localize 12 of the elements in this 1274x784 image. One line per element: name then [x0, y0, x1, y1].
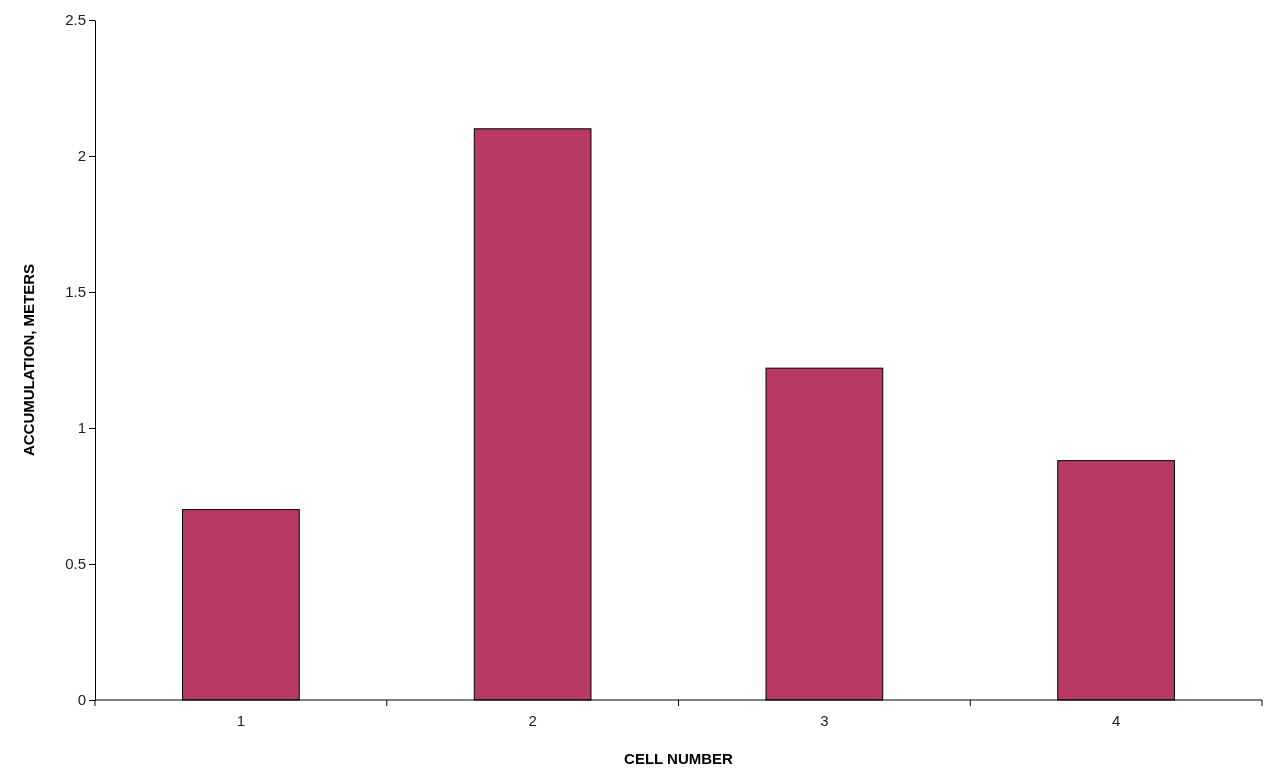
y-tick-label: 2: [77, 147, 86, 165]
y-tick-label: 1.5: [65, 283, 86, 301]
y-tick-label: 0: [77, 691, 86, 709]
y-tick-label: 2.5: [65, 11, 86, 29]
x-tick-label: 2: [528, 712, 537, 729]
y-axis-title: ACCUMULATION, METERS: [20, 263, 37, 457]
x-tick-label: 4: [1111, 712, 1121, 729]
x-tick-label: 3: [820, 712, 829, 729]
x-axis-title: CELL NUMBER: [624, 750, 734, 767]
y-tick-label: 1: [77, 419, 86, 437]
x-tick-label: 1: [236, 712, 246, 729]
y-tick-label: 0.5: [65, 555, 86, 573]
